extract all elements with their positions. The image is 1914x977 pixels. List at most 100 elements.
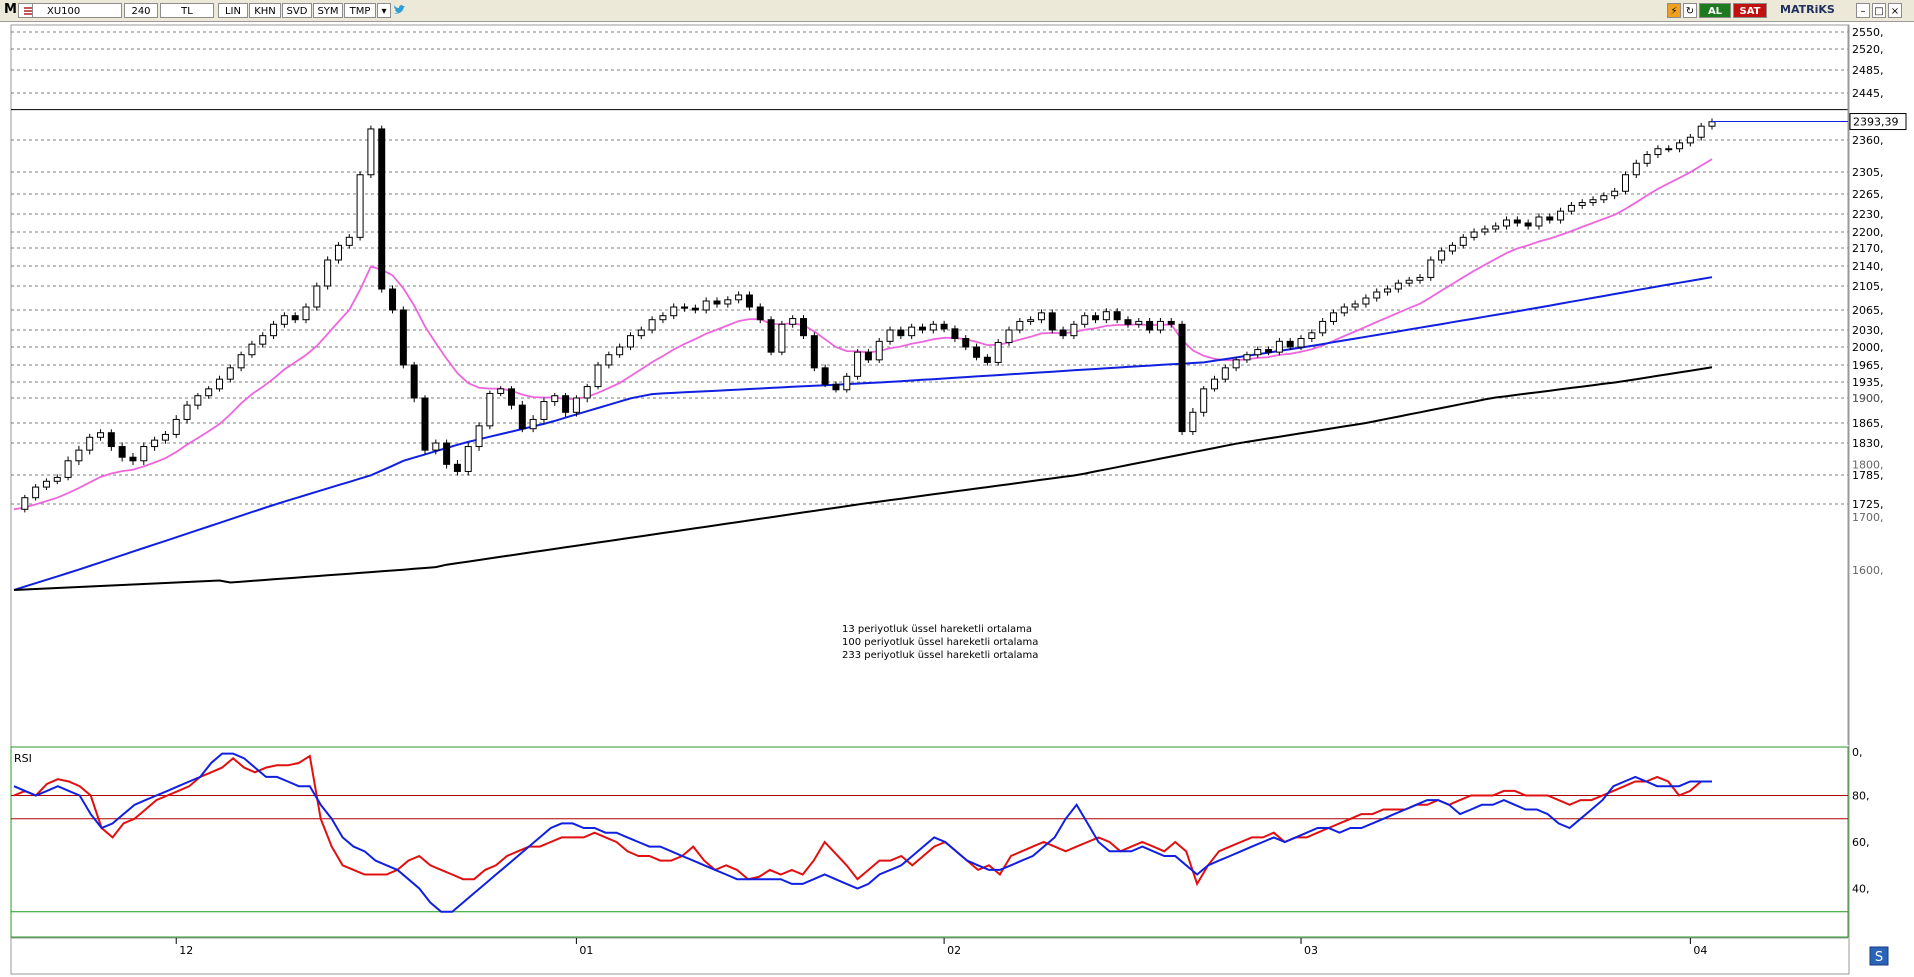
price-tick-label: 2170, <box>1852 242 1884 255</box>
candle-body <box>1005 329 1013 343</box>
candle-body <box>1427 259 1435 278</box>
x-tick-label: 04 <box>1693 944 1707 957</box>
candle-body <box>1243 354 1251 361</box>
x-tick-label: 02 <box>947 944 961 957</box>
candle-body <box>1081 315 1089 325</box>
candle-body <box>464 446 472 472</box>
candle-body <box>475 425 483 448</box>
dropdown-arrow-icon[interactable]: ▾ <box>377 3 391 18</box>
candle-body <box>821 367 829 385</box>
candle-body <box>75 449 83 462</box>
price-tick-label: 2550, <box>1852 26 1884 39</box>
candle-body <box>897 329 905 337</box>
corner-settings-icon[interactable]: S <box>1869 946 1889 966</box>
price-tick-label: 2105, <box>1852 280 1884 293</box>
candle-body <box>832 383 840 391</box>
candle-body <box>659 315 667 321</box>
candle-body <box>626 335 634 348</box>
candle-body <box>1167 320 1175 325</box>
candle-body <box>940 323 948 330</box>
candle-body <box>140 446 148 462</box>
sell-button[interactable]: SAT <box>1733 3 1767 18</box>
last-price-box <box>1849 113 1907 131</box>
candle-body <box>291 315 299 321</box>
price-tick-label: 2520, <box>1852 43 1884 56</box>
currency-field[interactable]: TL <box>160 3 214 18</box>
candle-body <box>32 486 40 499</box>
candle-body <box>1643 154 1651 164</box>
price-tick-label: 2200, <box>1852 226 1884 239</box>
candle-body <box>107 432 115 448</box>
candle-body <box>334 244 342 261</box>
rsi-blue-line <box>13 752 1712 913</box>
candle-body <box>1589 199 1597 204</box>
candle-body <box>691 307 699 311</box>
sym-button[interactable]: SYM <box>313 3 343 18</box>
candle-body <box>215 378 223 390</box>
candle-body <box>1578 202 1586 206</box>
candle-body <box>172 418 180 435</box>
candle-body <box>735 294 743 301</box>
candle-body <box>983 356 991 363</box>
twitter-icon[interactable] <box>392 3 406 18</box>
candle-body <box>1557 210 1565 221</box>
price-tick-label: 1935, <box>1852 376 1884 389</box>
candle-body <box>1254 349 1262 356</box>
price-tick-label: 2000, <box>1852 341 1884 354</box>
x-tick-label: 12 <box>179 944 193 957</box>
candle-body <box>1448 244 1456 252</box>
candle-body <box>1059 329 1067 337</box>
price-tick-label: 1785, <box>1852 469 1884 482</box>
price-tick-label: 1725, <box>1852 498 1884 511</box>
price-tick-label: 1830, <box>1852 437 1884 450</box>
legend-ema233: 233 periyotluk üssel hareketli ortalama <box>842 650 1039 661</box>
price-tick-label: 2065, <box>1852 304 1884 317</box>
candle-body <box>962 338 970 348</box>
candle-body <box>1697 125 1705 138</box>
minimize-icon[interactable]: – <box>1856 3 1870 18</box>
candle-body <box>1362 297 1370 305</box>
tmp-button[interactable]: TMP <box>344 3 376 18</box>
symbol-field[interactable]: XU100 <box>32 3 122 18</box>
lightning-icon[interactable]: ⚡ <box>1667 3 1681 18</box>
candle-body <box>1686 136 1694 144</box>
refresh-icon[interactable]: ↻ <box>1683 3 1697 18</box>
linear-button[interactable]: LIN <box>218 3 248 18</box>
candle-body <box>518 404 526 430</box>
candle-body <box>540 401 548 420</box>
candle-body <box>1546 216 1554 221</box>
candle-body <box>1535 216 1543 227</box>
candle-body <box>951 328 959 340</box>
candle-body <box>789 318 797 325</box>
candle-body <box>778 323 786 353</box>
price-tick-label: 2265, <box>1852 188 1884 201</box>
candle-body <box>670 306 678 317</box>
price-tick-label: 2445, <box>1852 87 1884 100</box>
x-tick-label: 01 <box>579 944 593 957</box>
candle-body <box>1297 338 1305 348</box>
candle-body <box>1340 306 1348 314</box>
period-field[interactable]: 240 <box>124 3 158 18</box>
candle-body <box>1016 320 1024 331</box>
candle-body <box>453 463 461 472</box>
svg-text:S: S <box>1875 950 1883 965</box>
candle-body <box>1492 225 1500 230</box>
candle-body <box>226 367 234 380</box>
candle-body <box>1037 312 1045 321</box>
svd-button[interactable]: SVD <box>282 3 312 18</box>
legend-ema100: 100 periyotluk üssel hareketli ortalama <box>842 637 1039 648</box>
candle-body <box>1654 148 1662 156</box>
khn-button[interactable]: KHN <box>249 3 281 18</box>
buy-button[interactable]: AL <box>1699 3 1731 18</box>
candle-body <box>1394 282 1402 290</box>
candle-body <box>486 392 494 427</box>
candle-body <box>1232 359 1240 369</box>
price-chart[interactable]: 2550, 2520, 2485, 2445, 2360, 2305, 2265, 2230,… <box>0 22 1914 977</box>
candle-body <box>702 300 710 311</box>
maximize-icon[interactable]: □ <box>1872 3 1886 18</box>
price-tick-label: 2030, <box>1852 324 1884 337</box>
candle-body <box>183 404 191 420</box>
candle-body <box>97 432 105 438</box>
close-icon[interactable]: × <box>1888 3 1902 18</box>
candle-body <box>1405 279 1413 284</box>
